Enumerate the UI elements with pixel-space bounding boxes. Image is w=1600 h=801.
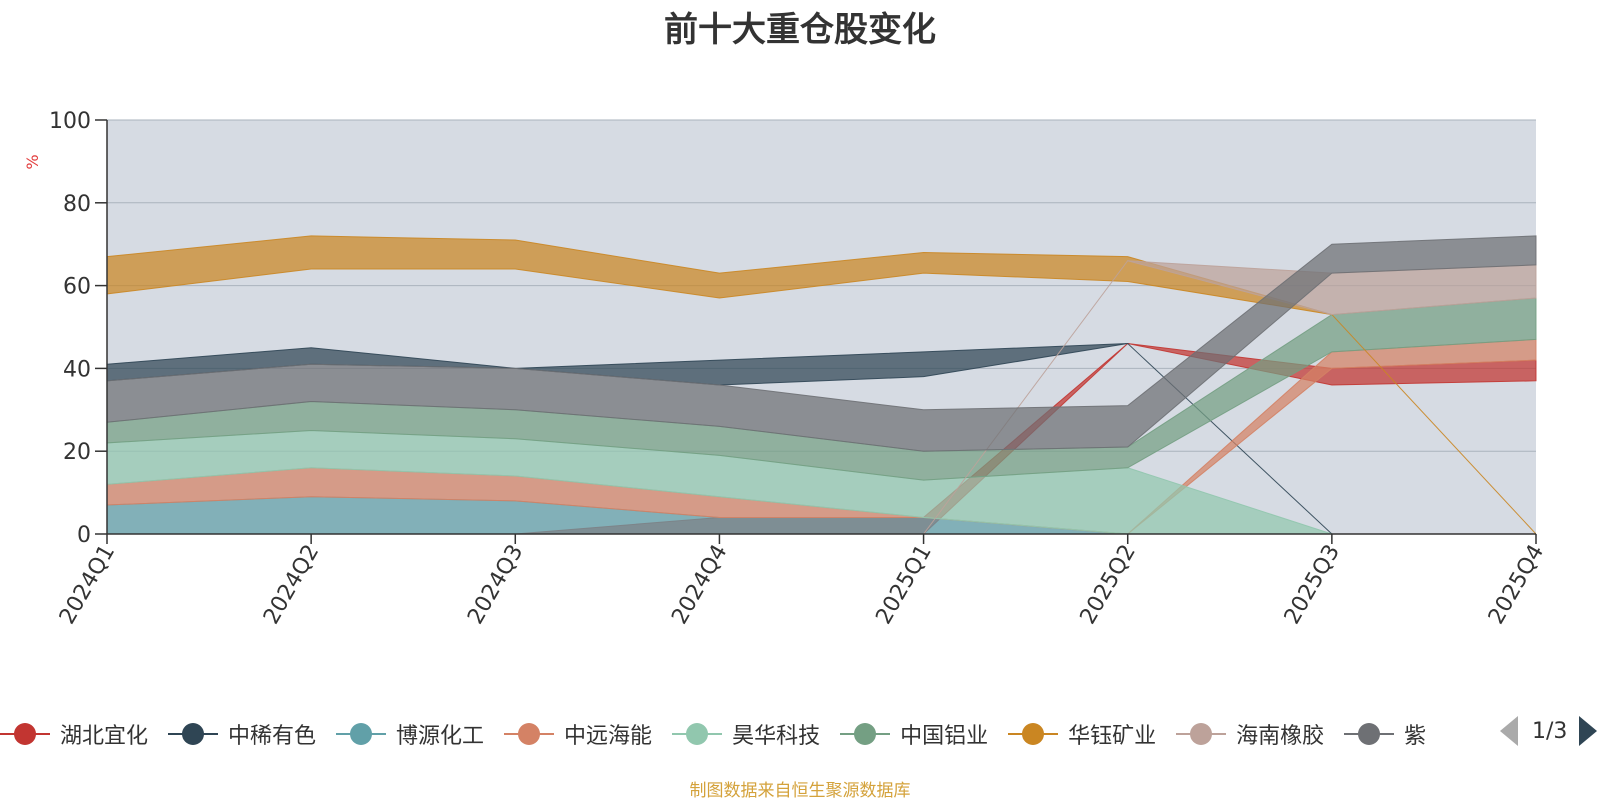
x-tick-label: 2024Q4	[667, 541, 732, 629]
legend-label: 昊华科技	[732, 724, 821, 749]
legend-marker-icon	[168, 722, 219, 746]
legend-label: 湖北宜化	[60, 724, 149, 749]
legend-item[interactable]: 中远海能	[504, 718, 652, 750]
legend-item[interactable]: 紫	[1344, 718, 1426, 750]
legend-marker-icon	[1344, 722, 1395, 746]
legend-viewport: 湖北宜化 中稀有色 博源化工 中远海能 昊华科技 中国铝业 华钰矿业 海南橡胶 紫	[0, 710, 1484, 758]
y-tick-label: 20	[63, 440, 91, 465]
x-tick-label: 2025Q2	[1076, 541, 1141, 629]
legend-marker-icon	[0, 722, 50, 746]
legend-marker-icon	[336, 722, 387, 746]
source-note: 制图数据来自恒生聚源数据库	[689, 781, 911, 801]
legend-marker-dot	[1358, 723, 1381, 745]
legend-label: 华钰矿业	[1068, 724, 1157, 749]
legend-items: 湖北宜化 中稀有色 博源化工 中远海能 昊华科技 中国铝业 华钰矿业 海南橡胶 紫	[0, 710, 1484, 758]
legend-prev-page-icon[interactable]	[1500, 716, 1518, 746]
x-tick-label: 2024Q3	[463, 541, 528, 629]
legend-label: 中稀有色	[228, 724, 317, 749]
chart-title: 前十大重仓股变化	[664, 10, 936, 50]
y-axis-label: %	[23, 154, 42, 169]
legend-item[interactable]: 昊华科技	[672, 718, 820, 750]
legend-item[interactable]: 海南橡胶	[1176, 718, 1324, 750]
legend-marker-dot	[686, 723, 709, 745]
area-series-6[interactable]	[106, 235, 1537, 535]
legend-marker-dot	[1022, 723, 1045, 745]
area-series-layer	[106, 235, 1537, 535]
legend-item[interactable]: 中国铝业	[840, 718, 988, 750]
x-tick-label: 2024Q1	[55, 541, 120, 629]
legend-page-indicator: 1/3	[1532, 718, 1568, 744]
legend-marker-dot	[350, 723, 373, 745]
y-tick-label: 100	[49, 109, 91, 134]
y-tick-label: 60	[63, 275, 91, 300]
y-tick-label: 0	[77, 523, 91, 548]
legend-marker-dot	[518, 723, 541, 745]
legend-marker-icon	[1176, 722, 1227, 746]
legend-marker-icon	[504, 722, 555, 746]
legend-label: 博源化工	[396, 724, 485, 749]
x-tick-label: 2024Q2	[259, 541, 324, 629]
legend-marker-dot	[14, 723, 36, 745]
legend-item[interactable]: 湖北宜化	[0, 718, 148, 750]
legend-item[interactable]: 博源化工	[336, 718, 484, 750]
legend-marker-icon	[1008, 722, 1059, 746]
x-tick-label: 2025Q4	[1484, 541, 1549, 629]
legend-next-page-icon[interactable]	[1579, 716, 1598, 746]
area-series-8[interactable]	[106, 235, 1537, 452]
legend-item[interactable]: 华钰矿业	[1008, 718, 1156, 750]
legend-label: 紫	[1404, 724, 1427, 749]
legend-label: 中国铝业	[900, 724, 989, 749]
y-tick-label: 40	[63, 357, 91, 382]
legend-marker-dot	[1190, 723, 1213, 745]
legend-marker-icon	[840, 722, 891, 746]
x-tick-label: 2025Q1	[871, 541, 936, 629]
legend-item[interactable]: 中稀有色	[168, 718, 316, 750]
y-tick-label: 80	[63, 192, 91, 217]
legend: 湖北宜化 中稀有色 博源化工 中远海能 昊华科技 中国铝业 华钰矿业 海南橡胶 紫 1/3	[0, 710, 1600, 758]
legend-label: 海南橡胶	[1236, 724, 1325, 749]
chart-plot: 0 20 40 60 80 100 2024Q1 2024Q2 2024Q3 2024Q4 2025…	[23, 109, 1549, 629]
legend-pager: 1/3	[1500, 716, 1598, 746]
x-tick-label: 2025Q3	[1280, 541, 1345, 629]
legend-marker-dot	[182, 723, 205, 745]
legend-marker-dot	[854, 723, 877, 745]
legend-marker-icon	[672, 722, 723, 746]
legend-label: 中远海能	[564, 724, 653, 749]
